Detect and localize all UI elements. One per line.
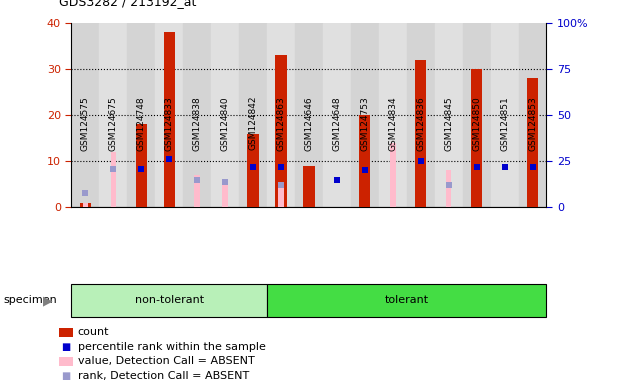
Bar <box>267 23 295 207</box>
Bar <box>491 23 519 207</box>
Bar <box>99 23 127 207</box>
Bar <box>211 23 239 207</box>
Bar <box>135 124 147 207</box>
Text: GSM124575: GSM124575 <box>81 96 90 151</box>
Text: GSM124648: GSM124648 <box>332 96 342 151</box>
Bar <box>295 23 323 207</box>
Text: ▶: ▶ <box>43 294 53 307</box>
Text: GSM124748: GSM124748 <box>137 96 146 151</box>
Text: GSM124834: GSM124834 <box>388 96 397 151</box>
Bar <box>278 184 284 207</box>
Bar <box>71 23 99 207</box>
Bar <box>222 180 228 207</box>
Text: count: count <box>78 327 109 337</box>
Bar <box>267 284 546 317</box>
Bar <box>127 23 155 207</box>
Bar <box>379 23 407 207</box>
Text: GSM124851: GSM124851 <box>500 96 509 151</box>
Text: rank, Detection Call = ABSENT: rank, Detection Call = ABSENT <box>78 371 249 381</box>
Bar <box>359 115 370 207</box>
Text: specimen: specimen <box>3 295 57 306</box>
Text: GSM124675: GSM124675 <box>109 96 118 151</box>
Bar <box>164 32 175 207</box>
Bar <box>239 23 267 207</box>
Text: GSM124833: GSM124833 <box>165 96 174 151</box>
Bar <box>415 60 426 207</box>
Bar <box>390 143 396 207</box>
Bar <box>71 284 267 317</box>
Text: percentile rank within the sample: percentile rank within the sample <box>78 342 266 352</box>
Bar <box>323 23 351 207</box>
Text: GSM124836: GSM124836 <box>416 96 425 151</box>
Bar <box>111 152 116 207</box>
Bar <box>407 23 435 207</box>
Bar <box>446 170 451 207</box>
Bar <box>519 23 546 207</box>
Bar <box>435 23 463 207</box>
Bar <box>83 203 88 207</box>
Text: ■: ■ <box>61 342 70 352</box>
Bar <box>155 23 183 207</box>
Bar <box>527 78 538 207</box>
Bar <box>276 55 286 207</box>
Text: GSM124838: GSM124838 <box>193 96 202 151</box>
Bar <box>471 69 482 207</box>
Text: GSM124845: GSM124845 <box>444 96 453 151</box>
Text: GSM124863: GSM124863 <box>276 96 286 151</box>
Bar <box>247 134 258 207</box>
Text: GDS3282 / 213192_at: GDS3282 / 213192_at <box>59 0 196 8</box>
Text: GSM124753: GSM124753 <box>360 96 369 151</box>
Text: GSM124646: GSM124646 <box>304 96 314 151</box>
Bar <box>463 23 491 207</box>
Text: GSM124850: GSM124850 <box>472 96 481 151</box>
Text: GSM124853: GSM124853 <box>528 96 537 151</box>
Bar <box>183 23 211 207</box>
Text: GSM124840: GSM124840 <box>220 96 230 151</box>
Bar <box>79 203 91 207</box>
Text: non-tolerant: non-tolerant <box>135 295 204 306</box>
Text: tolerant: tolerant <box>384 295 429 306</box>
Text: GSM124842: GSM124842 <box>248 96 258 151</box>
Text: value, Detection Call = ABSENT: value, Detection Call = ABSENT <box>78 356 255 366</box>
Text: ■: ■ <box>61 371 70 381</box>
Bar <box>194 175 200 207</box>
Bar <box>303 166 314 207</box>
Bar <box>351 23 379 207</box>
